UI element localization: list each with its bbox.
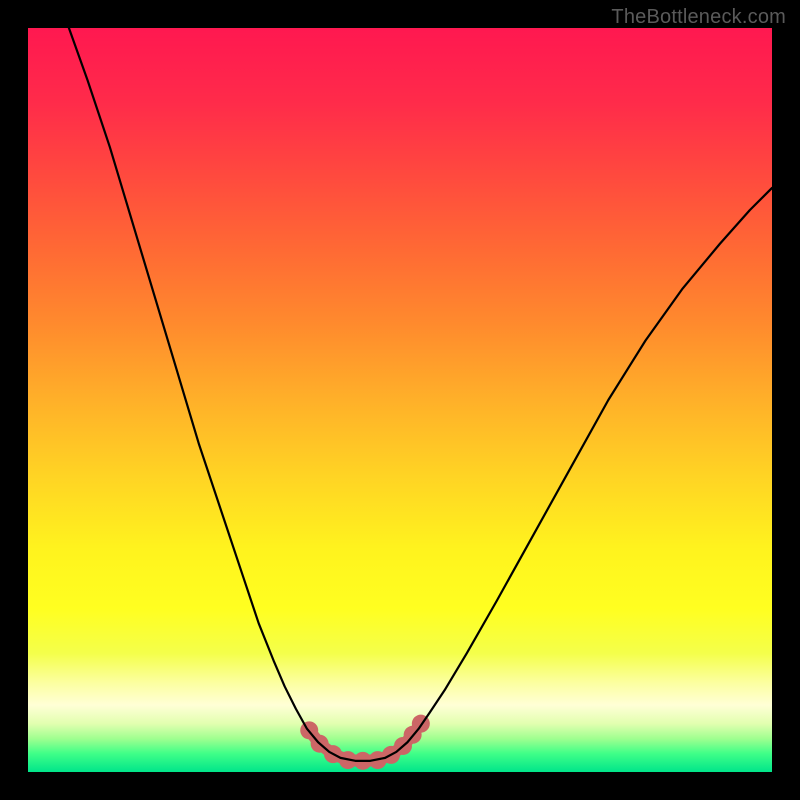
- watermark-text: TheBottleneck.com: [611, 6, 786, 29]
- plot-background: [28, 28, 772, 772]
- chart-svg: [0, 0, 800, 800]
- chart-container: TheBottleneck.com: [0, 0, 800, 800]
